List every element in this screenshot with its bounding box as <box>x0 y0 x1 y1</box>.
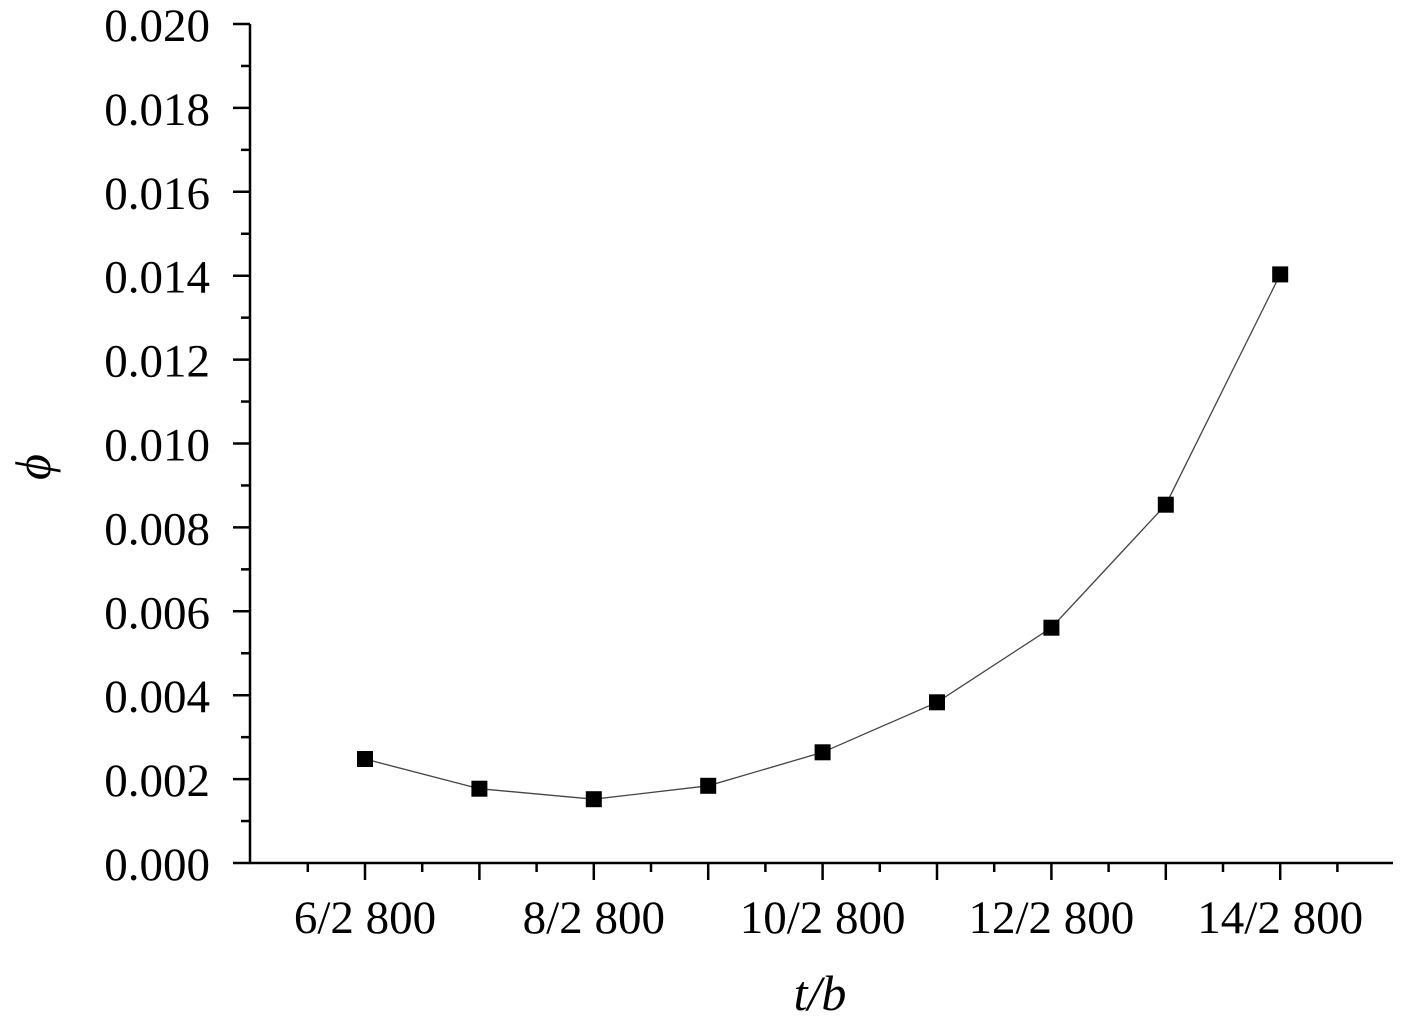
data-point <box>1043 619 1060 636</box>
series-line <box>364 274 1281 800</box>
x-tick-label: 10/2 800 <box>740 892 906 944</box>
data-point <box>1272 266 1289 283</box>
y-tick-label: 0.020 <box>104 0 210 52</box>
data-point <box>1157 496 1174 513</box>
x-axis-title: t/b <box>794 965 847 1016</box>
y-tick-label: 0.012 <box>104 336 210 388</box>
y-axis-title: ϕ <box>5 454 61 480</box>
y-tick-label: 0.010 <box>104 420 210 472</box>
data-point <box>585 791 602 808</box>
y-tick-label: 0.006 <box>104 587 210 639</box>
y-tick-label: 0.000 <box>104 839 210 891</box>
x-tick-label: 14/2 800 <box>1197 892 1363 944</box>
ticks <box>233 22 1339 880</box>
data-point <box>929 694 945 711</box>
data-point <box>814 744 831 761</box>
y-tick-label: 0.004 <box>104 671 210 723</box>
y-tick-label: 0.018 <box>104 84 210 136</box>
data-point <box>357 751 373 767</box>
data-point <box>471 780 488 797</box>
y-tick-label: 0.008 <box>104 503 210 555</box>
series-layer <box>357 266 1289 808</box>
tick-labels: 0.000 0.002 0.004 0.006 0.008 0.010 0.012 0.014… <box>104 0 1363 944</box>
data-point <box>700 777 717 794</box>
y-tick-label: 0.016 <box>104 168 210 220</box>
x-tick-label: 12/2 800 <box>968 892 1134 944</box>
y-tick-label: 0.014 <box>104 252 210 304</box>
x-tick-label: 6/2 800 <box>294 892 436 944</box>
y-tick-label: 0.002 <box>104 755 210 807</box>
x-tick-label: 8/2 800 <box>523 892 665 944</box>
axes <box>248 24 1393 865</box>
